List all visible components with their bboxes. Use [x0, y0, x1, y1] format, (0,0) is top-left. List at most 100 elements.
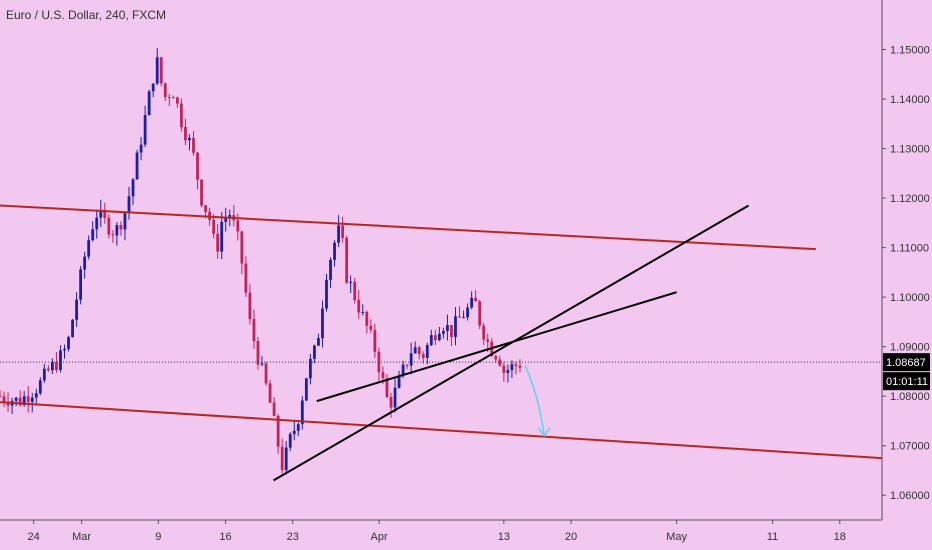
candle-body: [228, 215, 232, 219]
candle-body: [450, 325, 453, 337]
candle-body: [502, 365, 506, 373]
candle-body: [151, 83, 155, 92]
candle-body: [79, 269, 83, 300]
candle-body: [99, 209, 103, 218]
y-tick-label: 1.08000: [890, 391, 930, 403]
candle-body: [87, 240, 91, 257]
candle-body: [123, 213, 127, 230]
y-tick-label: 1.07000: [890, 441, 930, 453]
candle-body: [381, 372, 385, 379]
candle-body: [276, 415, 280, 447]
candle-body: [397, 375, 401, 388]
candle-body: [2, 396, 6, 402]
x-tick-label: May: [666, 531, 687, 543]
projection-arrow: [524, 365, 545, 436]
candle-body: [268, 383, 272, 403]
candle-body: [393, 387, 397, 408]
candle-body: [514, 364, 518, 366]
candle-body: [159, 57, 163, 84]
candle-body: [329, 259, 332, 280]
candle-body: [135, 152, 139, 180]
candle-body: [184, 127, 187, 141]
candle-body: [357, 300, 361, 313]
candle-body: [373, 329, 377, 352]
candle-body: [433, 335, 437, 341]
candle-body: [67, 337, 70, 350]
resistance-line-2: [0, 401, 883, 460]
candle-body: [313, 345, 316, 359]
x-tick-label: 24: [27, 531, 39, 543]
candle-body: [349, 281, 353, 283]
candle-body: [163, 83, 167, 98]
candle-body: [506, 370, 510, 373]
candle-body: [365, 311, 369, 326]
candle-body: [216, 233, 220, 252]
candle-body: [353, 281, 357, 301]
candle-body: [292, 430, 296, 435]
candle-body: [22, 396, 26, 405]
candle-body: [296, 424, 300, 431]
candle-body: [18, 397, 22, 405]
candle-body: [38, 380, 42, 394]
candle-body: [486, 339, 490, 342]
candle-body: [333, 242, 336, 260]
candle-body: [83, 256, 87, 270]
candle-body: [470, 297, 474, 308]
chart-title: Euro / U.S. Dollar, 240, FXCM: [6, 8, 167, 22]
candle-body: [518, 365, 522, 368]
candle-body: [425, 345, 429, 358]
x-tick-label: 20: [565, 531, 577, 543]
candle-body: [34, 393, 38, 398]
candle-body: [280, 446, 284, 471]
x-tick-label: 11: [767, 531, 778, 543]
candle-body: [91, 229, 95, 241]
candle-body: [107, 217, 111, 235]
candle-body: [179, 103, 183, 128]
candle-body: [321, 308, 324, 339]
candle-body: [175, 97, 179, 104]
candle-body: [478, 301, 482, 326]
candle-body: [466, 307, 469, 318]
candle-body: [244, 263, 248, 293]
current-price-tag: [883, 353, 930, 372]
candle-body: [95, 217, 99, 230]
candle-body: [200, 179, 203, 206]
candle-body: [272, 402, 276, 416]
candle-body: [361, 311, 365, 313]
candle-body: [417, 347, 421, 355]
candle-body: [252, 319, 256, 342]
candle-body: [147, 91, 151, 116]
candle-body: [389, 397, 393, 408]
candle-body: [55, 362, 58, 370]
candle-body: [30, 397, 34, 402]
candle-body: [458, 316, 461, 318]
candle-body: [167, 97, 171, 99]
channel-line-2: [316, 291, 677, 403]
candle-body: [63, 349, 66, 351]
countdown-tag: [883, 372, 930, 391]
y-tick-label: 1.09000: [890, 342, 930, 354]
candle-body: [421, 354, 425, 358]
candle-body: [308, 358, 312, 379]
candle-body: [51, 362, 54, 371]
plot-area: [0, 0, 882, 520]
x-tick-label: 18: [834, 531, 846, 543]
candle-body: [454, 316, 457, 337]
candle-body: [204, 205, 207, 212]
x-tick-label: 9: [155, 531, 161, 543]
candle-body: [288, 434, 292, 448]
candle-body: [111, 234, 115, 236]
candle-body: [345, 237, 349, 283]
candle-body: [260, 363, 264, 365]
candle-body: [224, 218, 228, 222]
candle-body: [71, 319, 74, 338]
candle-body: [300, 400, 304, 425]
candle-body: [264, 363, 268, 384]
candle-body: [103, 209, 107, 218]
y-tick-label: 1.11000: [890, 243, 929, 255]
candle-body: [494, 356, 498, 360]
candle-body: [248, 292, 252, 320]
current-price-label: 1.08687: [886, 357, 926, 369]
